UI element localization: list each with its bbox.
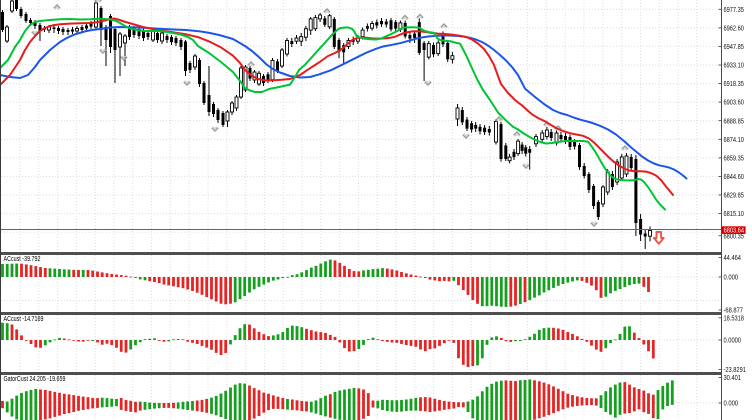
svg-text:-68.877: -68.877 [724, 306, 744, 315]
svg-text:0.000: 0.000 [724, 273, 739, 282]
svg-text:-23.8291: -23.8291 [724, 365, 746, 374]
svg-text:6903.60: 6903.60 [724, 98, 744, 107]
svg-text:18.5318: 18.5318 [724, 313, 744, 322]
svg-text:6888.85: 6888.85 [724, 116, 744, 125]
svg-text:6947.85: 6947.85 [724, 42, 744, 51]
svg-text:6815.10: 6815.10 [724, 209, 744, 218]
svg-text:6803.64: 6803.64 [724, 226, 744, 235]
svg-text:6844.60: 6844.60 [724, 172, 744, 181]
svg-text:6859.35: 6859.35 [724, 154, 744, 163]
svg-text:6829.85: 6829.85 [724, 191, 744, 200]
svg-text:6874.10: 6874.10 [724, 135, 744, 144]
svg-text:30.401: 30.401 [724, 373, 742, 382]
svg-text:6962.60: 6962.60 [724, 24, 744, 33]
svg-text:44.464: 44.464 [724, 253, 742, 262]
svg-text:6977.35: 6977.35 [724, 5, 744, 14]
svg-text:GatorCust 24.205 -19.659: GatorCust 24.205 -19.659 [4, 374, 66, 383]
svg-text:6800.35: 6800.35 [724, 231, 744, 240]
svg-text:6918.35: 6918.35 [724, 79, 744, 88]
svg-text:6933.10: 6933.10 [724, 61, 744, 70]
svg-text:0.0000: 0.0000 [724, 336, 742, 345]
svg-text:0.000: 0.000 [724, 399, 739, 408]
svg-text:ACcust -14.7169: ACcust -14.7169 [4, 314, 44, 323]
svg-text:ACcust -39.792: ACcust -39.792 [4, 254, 41, 263]
